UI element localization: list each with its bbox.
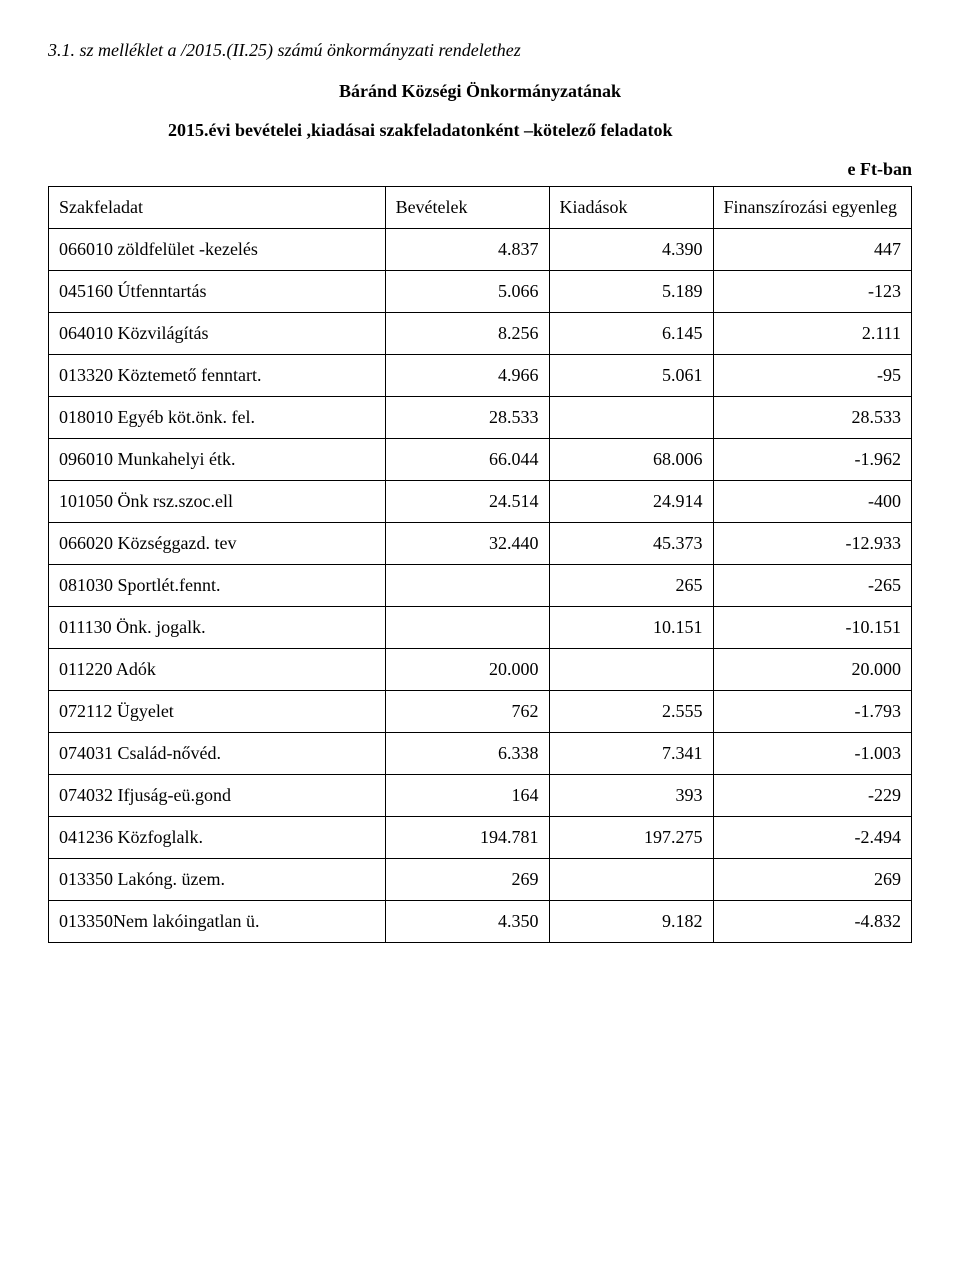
col-bevetelek: Bevételek <box>385 187 549 229</box>
table-row: 011130 Önk. jogalk. 10.151-10.151 <box>49 607 912 649</box>
cell-kiadasok: 2.555 <box>549 691 713 733</box>
col-egyenleg: Finanszírozási egyenleg <box>713 187 912 229</box>
cell-bevetelek: 66.044 <box>385 439 549 481</box>
cell-szakfeladat: 013320 Köztemető fenntart. <box>49 355 386 397</box>
cell-bevetelek: 4.837 <box>385 229 549 271</box>
cell-szakfeladat: 066020 Községgazd. tev <box>49 523 386 565</box>
cell-kiadasok: 197.275 <box>549 817 713 859</box>
cell-szakfeladat: 011130 Önk. jogalk. <box>49 607 386 649</box>
cell-egyenleg: -229 <box>713 775 912 817</box>
cell-egyenleg: 447 <box>713 229 912 271</box>
cell-egyenleg: -123 <box>713 271 912 313</box>
cell-egyenleg: 269 <box>713 859 912 901</box>
cell-szakfeladat: 064010 Közvilágítás <box>49 313 386 355</box>
cell-szakfeladat: 018010 Egyéb köt.önk. fel. <box>49 397 386 439</box>
table-row: 018010 Egyéb köt.önk. fel.28.53328.533 <box>49 397 912 439</box>
table-row: 041236 Közfoglalk.194.781197.275-2.494 <box>49 817 912 859</box>
cell-bevetelek <box>385 607 549 649</box>
table-row: 074031 Család-nővéd.6.3387.341-1.003 <box>49 733 912 775</box>
cell-kiadasok: 68.006 <box>549 439 713 481</box>
cell-bevetelek: 20.000 <box>385 649 549 691</box>
heading-municipality: Báránd Községi Önkormányzatának <box>48 81 912 102</box>
cell-egyenleg: 2.111 <box>713 313 912 355</box>
table-row: 066020 Községgazd. tev32.44045.373-12.93… <box>49 523 912 565</box>
cell-kiadasok: 6.145 <box>549 313 713 355</box>
cell-kiadasok: 45.373 <box>549 523 713 565</box>
table-row: 101050 Önk rsz.szoc.ell24.51424.914-400 <box>49 481 912 523</box>
table-row: 045160 Útfenntartás5.0665.189-123 <box>49 271 912 313</box>
table-row: 072112 Ügyelet7622.555-1.793 <box>49 691 912 733</box>
cell-szakfeladat: 066010 zöldfelület -kezelés <box>49 229 386 271</box>
cell-szakfeladat: 096010 Munkahelyi étk. <box>49 439 386 481</box>
cell-kiadasok: 4.390 <box>549 229 713 271</box>
table-header-row: Szakfeladat Bevételek Kiadások Finanszír… <box>49 187 912 229</box>
table-row: 064010 Közvilágítás8.2566.1452.111 <box>49 313 912 355</box>
cell-bevetelek: 24.514 <box>385 481 549 523</box>
cell-szakfeladat: 045160 Útfenntartás <box>49 271 386 313</box>
cell-szakfeladat: 072112 Ügyelet <box>49 691 386 733</box>
table-row: 096010 Munkahelyi étk.66.04468.006-1.962 <box>49 439 912 481</box>
cell-egyenleg: 28.533 <box>713 397 912 439</box>
cell-bevetelek: 4.966 <box>385 355 549 397</box>
cell-egyenleg: 20.000 <box>713 649 912 691</box>
unit-label: e Ft-ban <box>48 159 912 180</box>
cell-kiadasok <box>549 859 713 901</box>
cell-szakfeladat: 013350 Lakóng. üzem. <box>49 859 386 901</box>
cell-bevetelek: 32.440 <box>385 523 549 565</box>
budget-table: Szakfeladat Bevételek Kiadások Finanszír… <box>48 186 912 943</box>
cell-szakfeladat: 101050 Önk rsz.szoc.ell <box>49 481 386 523</box>
cell-kiadasok: 393 <box>549 775 713 817</box>
cell-kiadasok <box>549 649 713 691</box>
cell-kiadasok: 5.061 <box>549 355 713 397</box>
table-row: 081030 Sportlét.fennt. 265-265 <box>49 565 912 607</box>
cell-bevetelek: 194.781 <box>385 817 549 859</box>
cell-bevetelek: 4.350 <box>385 901 549 943</box>
cell-szakfeladat: 081030 Sportlét.fennt. <box>49 565 386 607</box>
cell-bevetelek: 762 <box>385 691 549 733</box>
cell-szakfeladat: 074031 Család-nővéd. <box>49 733 386 775</box>
cell-szakfeladat: 074032 Ifjuság-eü.gond <box>49 775 386 817</box>
heading-attachment: 3.1. sz melléklet a /2015.(II.25) számú … <box>48 40 912 61</box>
cell-bevetelek: 28.533 <box>385 397 549 439</box>
cell-kiadasok: 265 <box>549 565 713 607</box>
heading-subject: 2015.évi bevételei ,kiadásai szakfeladat… <box>168 120 912 141</box>
col-szakfeladat: Szakfeladat <box>49 187 386 229</box>
cell-kiadasok: 9.182 <box>549 901 713 943</box>
table-row: 011220 Adók20.00020.000 <box>49 649 912 691</box>
cell-szakfeladat: 013350Nem lakóingatlan ü. <box>49 901 386 943</box>
table-row: 066010 zöldfelület -kezelés4.8374.390447 <box>49 229 912 271</box>
cell-bevetelek <box>385 565 549 607</box>
cell-szakfeladat: 011220 Adók <box>49 649 386 691</box>
cell-bevetelek: 5.066 <box>385 271 549 313</box>
table-row: 074032 Ifjuság-eü.gond164393-229 <box>49 775 912 817</box>
table-row: 013320 Köztemető fenntart.4.9665.061-95 <box>49 355 912 397</box>
cell-egyenleg: -400 <box>713 481 912 523</box>
cell-egyenleg: -95 <box>713 355 912 397</box>
cell-kiadasok: 10.151 <box>549 607 713 649</box>
cell-egyenleg: -1.003 <box>713 733 912 775</box>
cell-egyenleg: -10.151 <box>713 607 912 649</box>
cell-egyenleg: -12.933 <box>713 523 912 565</box>
cell-kiadasok <box>549 397 713 439</box>
cell-egyenleg: -265 <box>713 565 912 607</box>
cell-egyenleg: -1.793 <box>713 691 912 733</box>
cell-bevetelek: 8.256 <box>385 313 549 355</box>
cell-bevetelek: 6.338 <box>385 733 549 775</box>
cell-bevetelek: 164 <box>385 775 549 817</box>
table-row: 013350Nem lakóingatlan ü.4.3509.182-4.83… <box>49 901 912 943</box>
cell-egyenleg: -2.494 <box>713 817 912 859</box>
col-kiadasok: Kiadások <box>549 187 713 229</box>
cell-egyenleg: -4.832 <box>713 901 912 943</box>
cell-kiadasok: 5.189 <box>549 271 713 313</box>
cell-kiadasok: 7.341 <box>549 733 713 775</box>
cell-kiadasok: 24.914 <box>549 481 713 523</box>
cell-bevetelek: 269 <box>385 859 549 901</box>
table-row: 013350 Lakóng. üzem.269269 <box>49 859 912 901</box>
cell-egyenleg: -1.962 <box>713 439 912 481</box>
cell-szakfeladat: 041236 Közfoglalk. <box>49 817 386 859</box>
